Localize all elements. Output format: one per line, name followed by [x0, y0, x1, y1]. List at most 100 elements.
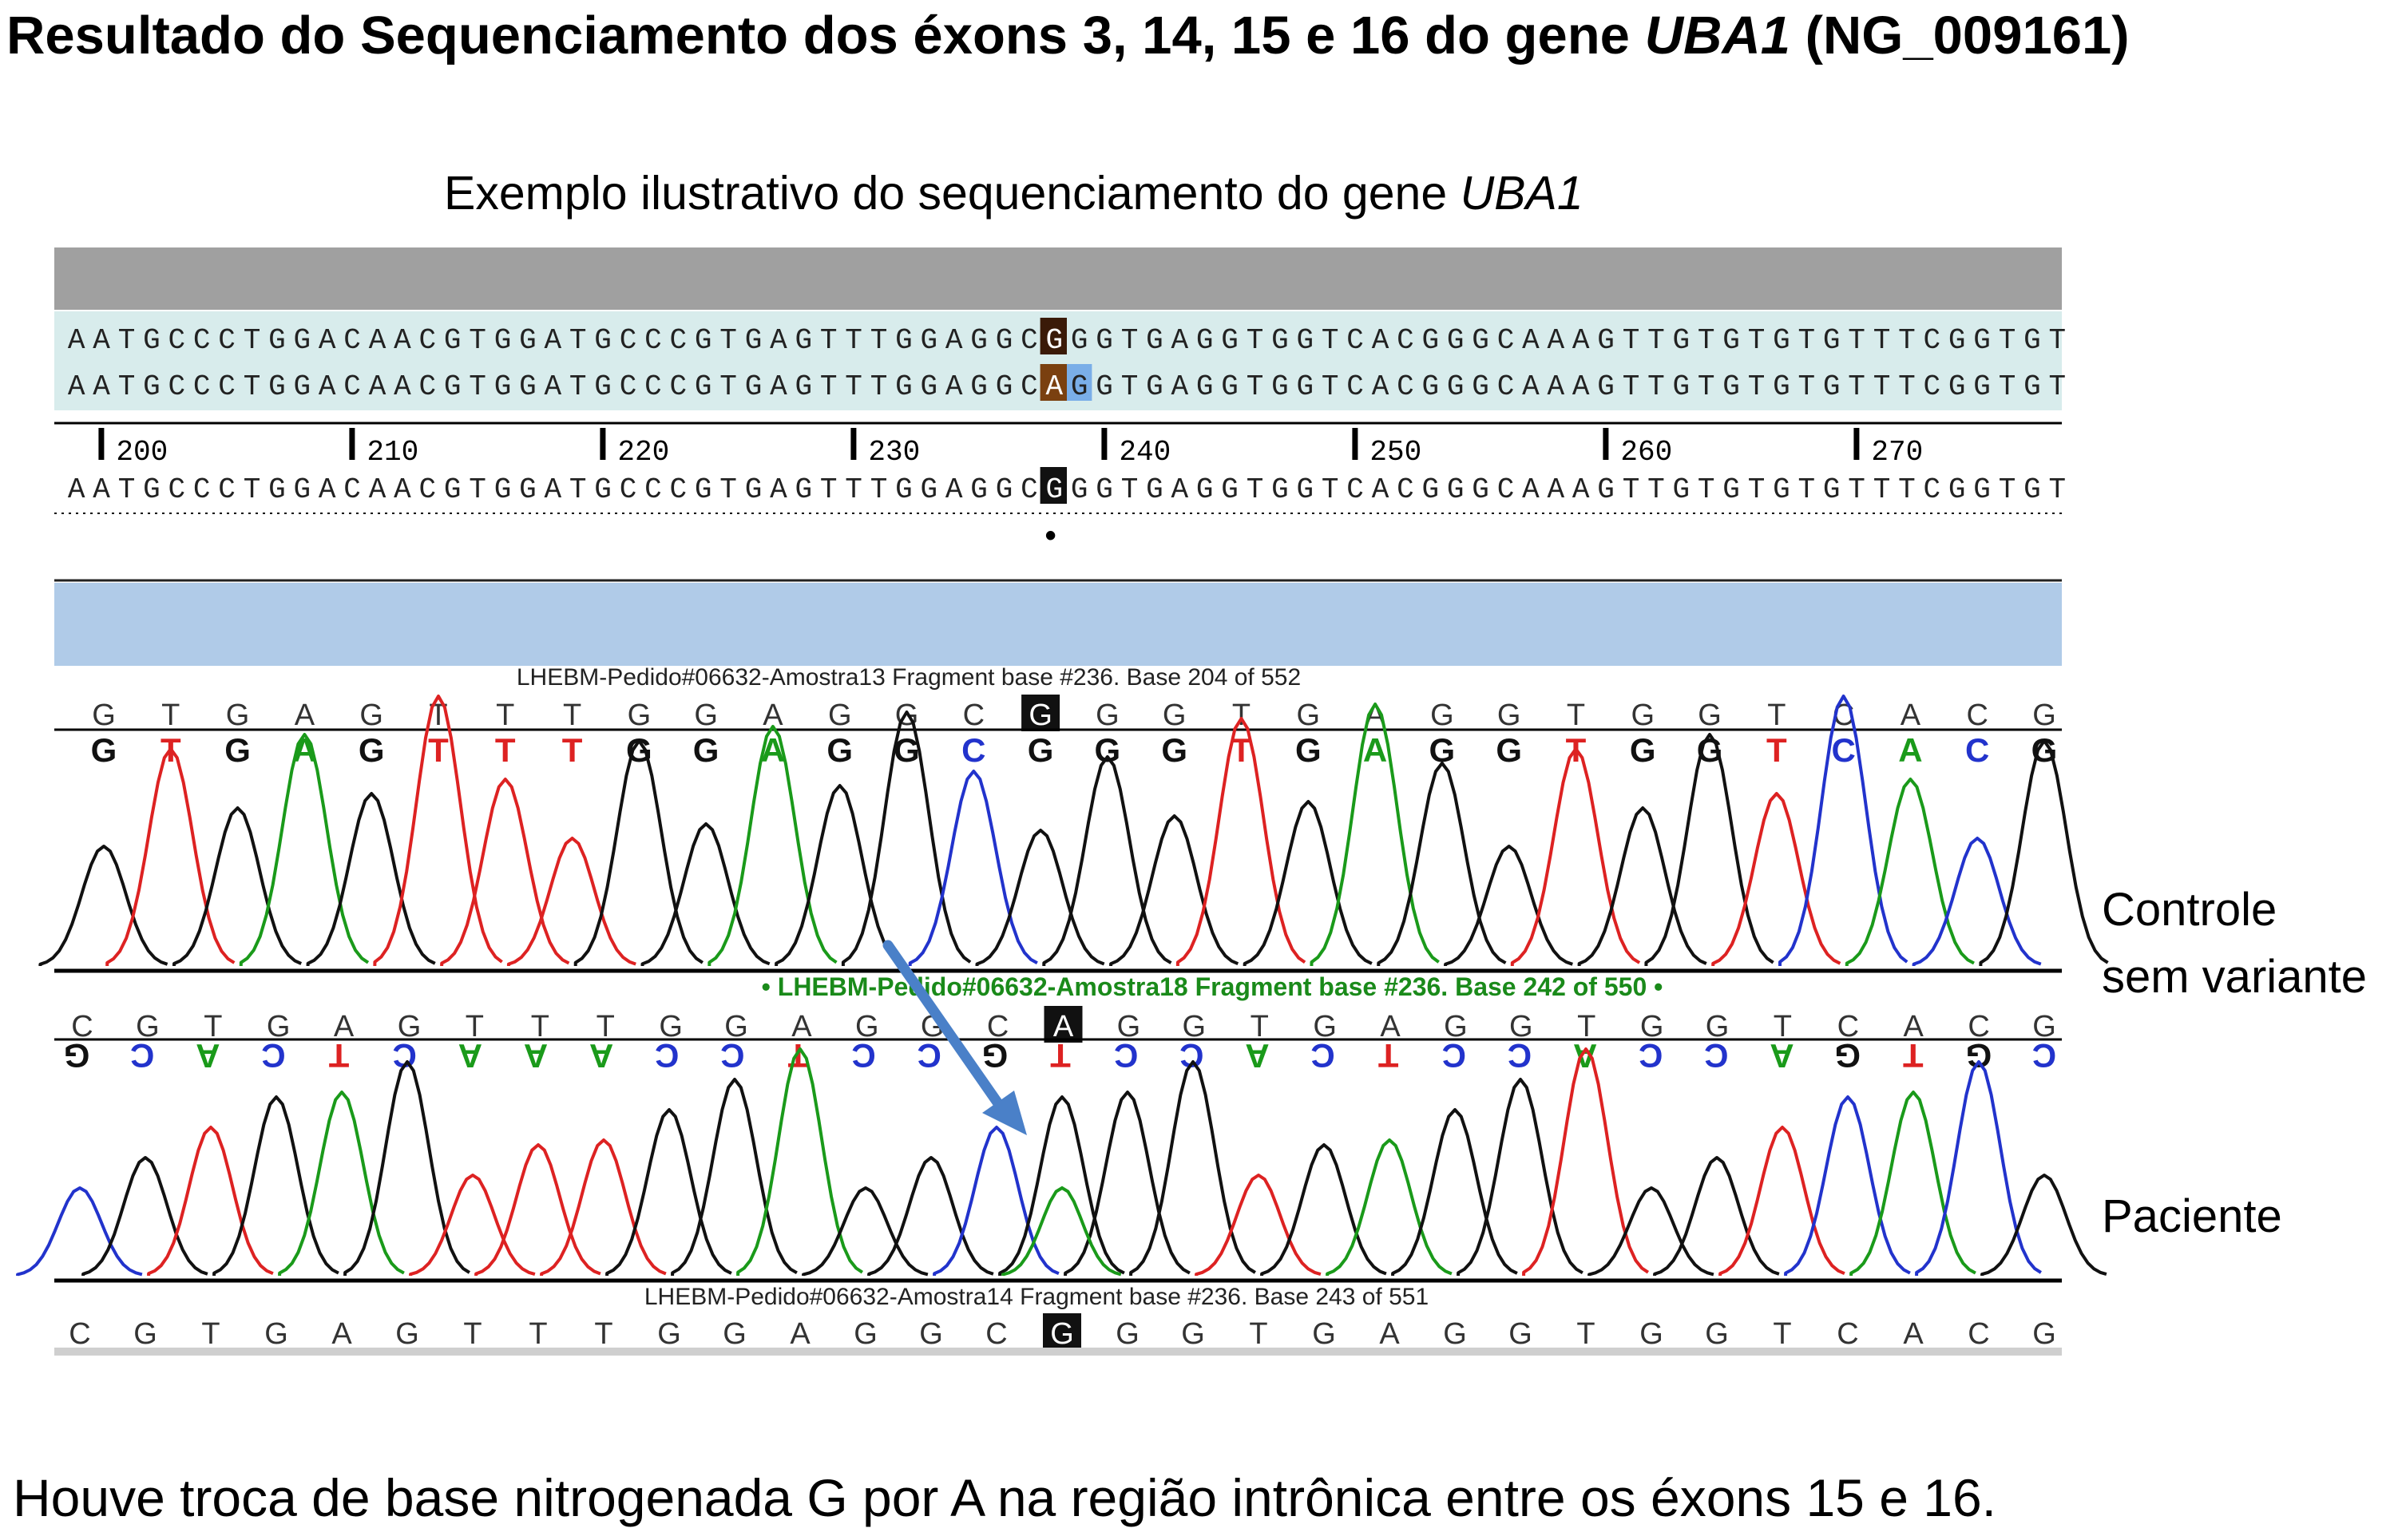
consensus-seq-base: G [1096, 473, 1113, 506]
controle-called-row-base: T [495, 731, 516, 769]
ref-seq-base: C [343, 324, 361, 357]
paciente-called-row-base: A [1770, 1037, 1794, 1075]
var-seq-base: T [1798, 370, 1815, 403]
ref-seq-base: T [1873, 324, 1891, 357]
page-title: Resultado do Sequenciamento dos éxons 3,… [6, 6, 2130, 65]
controle-ref-row-base: T [563, 699, 581, 732]
paciente-label: Paciente [2102, 1190, 2282, 1242]
paciente-peak [1064, 1091, 1191, 1276]
var-seq-base: G [1196, 370, 1214, 403]
consensus-seq-base: T [1898, 473, 1916, 506]
paciente-peak [1522, 1047, 1650, 1276]
bottom-row-base: G [395, 1317, 419, 1351]
consensus-seq-base: T [1698, 473, 1715, 506]
paciente-called-row-base: C [261, 1037, 285, 1075]
consensus-seq-base: G [293, 473, 311, 506]
paciente-ref-row-base: G [1509, 1010, 1533, 1043]
var-seq-base: C [1397, 370, 1414, 403]
chromatogram-header-bar [54, 583, 2062, 666]
controle-ref-row-base: G [828, 699, 852, 732]
paciente-called-row-base: C [2032, 1037, 2056, 1075]
consensus-seq-base: G [695, 473, 712, 506]
ref-seq-base: T [1623, 324, 1640, 357]
paciente-called-row-base: G [1966, 1037, 1992, 1075]
ref-seq-base: T [1898, 324, 1916, 357]
ref-seq-base: T [244, 324, 261, 357]
var-seq-base: G [594, 370, 612, 403]
paciente-ref-row-base: T [204, 1010, 222, 1043]
controle-peak [506, 837, 636, 967]
var-seq-base: G [1823, 370, 1841, 403]
controle-peak [306, 792, 436, 967]
var-seq-base: A [1171, 370, 1188, 403]
controle-peak [440, 778, 570, 967]
var-seq-base: G [519, 370, 537, 403]
consensus-seq-base: G [970, 473, 988, 506]
controle-ref-row-base: G [1029, 699, 1052, 732]
var-seq-base: G [1973, 370, 1991, 403]
paciente-peak [933, 1126, 1060, 1276]
controle-called-row-base: G [1630, 731, 1656, 769]
var-seq-base: T [845, 370, 862, 403]
consensus-seq-base: G [1271, 473, 1289, 506]
controle-ref-row-base: C [1966, 699, 1988, 732]
bottom-scroll-bar [54, 1348, 2062, 1356]
paciente-ref-row-base: G [1444, 1010, 1468, 1043]
controle-peak [775, 784, 905, 967]
var-seq-base: A [319, 370, 336, 403]
paciente-peak [1849, 1091, 1976, 1276]
paciente-peak [1587, 1186, 1714, 1277]
ref-seq-base: A [1522, 324, 1540, 357]
consensus-seq-base: G [920, 473, 937, 506]
var-seq-base: A [1547, 370, 1564, 403]
bottom-row-base: G [1181, 1317, 1205, 1351]
consensus-seq-base: G [143, 473, 161, 506]
var-seq-base: G [2023, 370, 2041, 403]
consensus-seq-base: A [394, 473, 411, 506]
bottom-row-base: C [1837, 1317, 1858, 1351]
paciente-ref-row-base: C [1837, 1010, 1859, 1043]
position-ruler: 200 210 220 230 240 250 260 270 [98, 428, 1923, 469]
variant-highlight-ref [1040, 318, 1067, 354]
ref-seq-base: T [1798, 324, 1815, 357]
var-seq-base: C [343, 370, 361, 403]
paciente-called-row-base: C [851, 1037, 875, 1075]
controle-called-row-base: G [826, 731, 853, 769]
consensus-seq-base: G [1296, 473, 1314, 506]
consensus-seq-base: A [319, 473, 336, 506]
bottom-row-base: G [1443, 1317, 1467, 1351]
ruler-tick [1101, 428, 1108, 460]
var-seq-base: C [1021, 370, 1038, 403]
var-seq-base: G [1948, 370, 1966, 403]
var-seq-base: G [1447, 370, 1465, 403]
ruler-tick [98, 428, 105, 460]
controle-ref-row-base: G [1631, 699, 1655, 732]
consensus-seq-base: G [444, 473, 462, 506]
paciente-peak [343, 1060, 470, 1276]
consensus-seq-base: A [1171, 473, 1188, 506]
ref-seq-base: G [1722, 324, 1740, 357]
consensus-seq-base: T [1748, 473, 1766, 506]
paciente-peak [1457, 1078, 1583, 1276]
ref-seq-base: A [394, 324, 411, 357]
paciente-ref-row-base: G [267, 1010, 291, 1043]
controle-ref-row-base: A [295, 699, 315, 732]
ref-seq-base: A [93, 324, 110, 357]
ref-seq-base: T [1121, 324, 1139, 357]
ref-seq-base: C [168, 324, 185, 357]
consensus-seq-base: T [1999, 473, 2016, 506]
controle-ref-row-base: G [628, 699, 652, 732]
paciente-peak [16, 1186, 143, 1277]
controle-called-row-base: T [1766, 731, 1787, 769]
ruler-label: 230 [868, 436, 920, 469]
paciente-called-row-base: C [1442, 1037, 1466, 1075]
consensus-dot: • [1045, 518, 1056, 553]
consensus-seq-base: G [895, 473, 913, 506]
controle-called-row-base: T [562, 731, 583, 769]
var-seq-base: A [369, 370, 386, 403]
bottom-row-base: G [657, 1317, 681, 1351]
controle-label: Controle [2102, 884, 2277, 936]
var-seq-base: G [293, 370, 311, 403]
ref-seq-base: T [1247, 324, 1264, 357]
var-seq-base: T [1873, 370, 1891, 403]
